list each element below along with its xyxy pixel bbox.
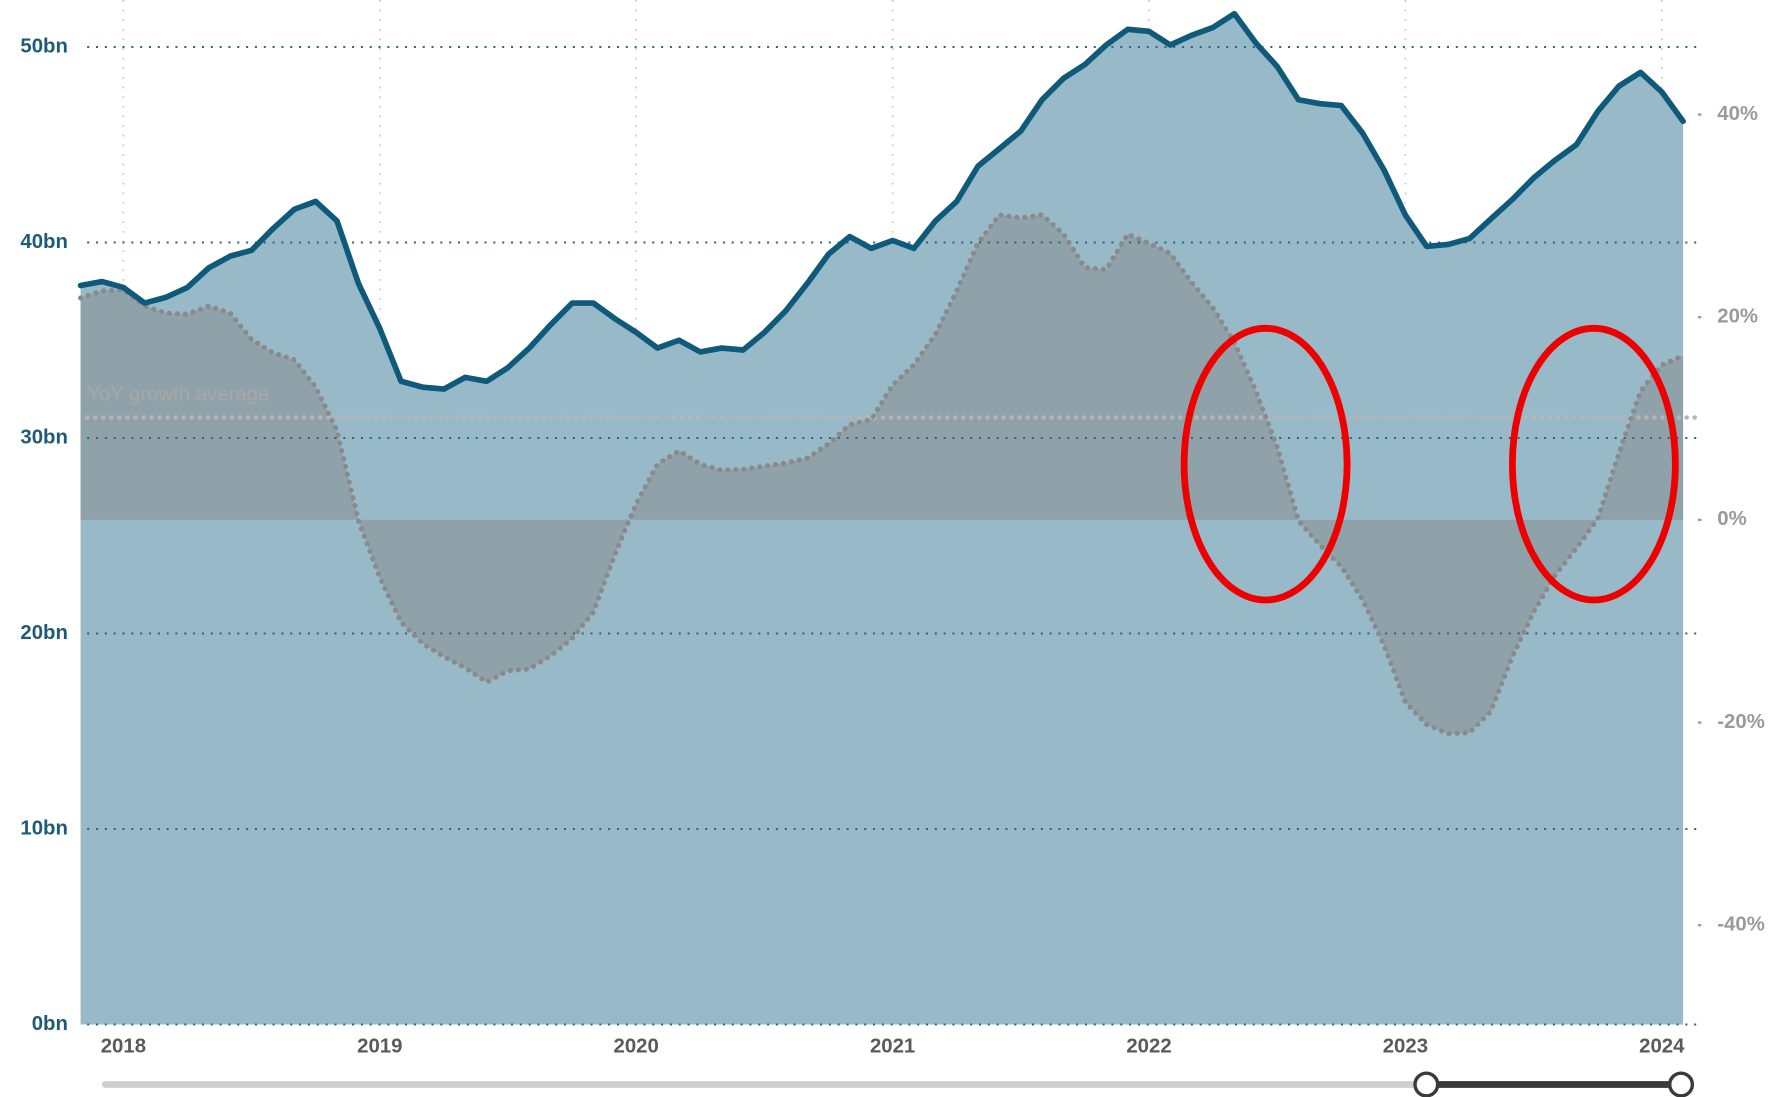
highlight-circle (1180, 324, 1351, 604)
x-tick-label: 2021 (870, 1036, 915, 1058)
x-tick-label: 2023 (1383, 1036, 1428, 1058)
x-tick-label: 2018 (101, 1036, 146, 1058)
growth-area (80, 214, 1684, 734)
y2-tick-label: 0% (1717, 508, 1746, 530)
x-tick-label: 2020 (614, 1036, 659, 1058)
series-line (77, 10, 1686, 392)
y-tick-label: 10bn (20, 817, 68, 839)
y-tick-label: 20bn (20, 622, 68, 644)
average-label: YoY growth average (87, 383, 269, 405)
series-line (78, 212, 1686, 737)
x-tick-label: 2019 (357, 1036, 402, 1058)
y-tick-label: 50bn (20, 35, 68, 57)
y-tick-label: 0bn (32, 1013, 68, 1035)
y2-tick-label: 40% (1717, 103, 1758, 125)
x-tick-label: 2024 (1639, 1036, 1685, 1058)
y-tick-label: 30bn (20, 426, 68, 448)
y2-tick-label: 20% (1717, 306, 1758, 328)
y-tick-label: 40bn (20, 231, 68, 253)
y2-tick-label: -20% (1717, 711, 1765, 733)
y2-tick-label: -40% (1717, 914, 1765, 936)
plot-layer: 2018 2019 2020 2021 2022 2023 2024 0bn 10bn 20bn 3… (20, 0, 1765, 1058)
annotations (1180, 324, 1679, 604)
x-tick-label: 2022 (1126, 1036, 1171, 1058)
range-slider (101, 1071, 1695, 1097)
slider-handle[interactable] (1668, 1071, 1695, 1097)
highlight-circle (1508, 324, 1679, 604)
slider-handle[interactable] (1413, 1071, 1440, 1097)
